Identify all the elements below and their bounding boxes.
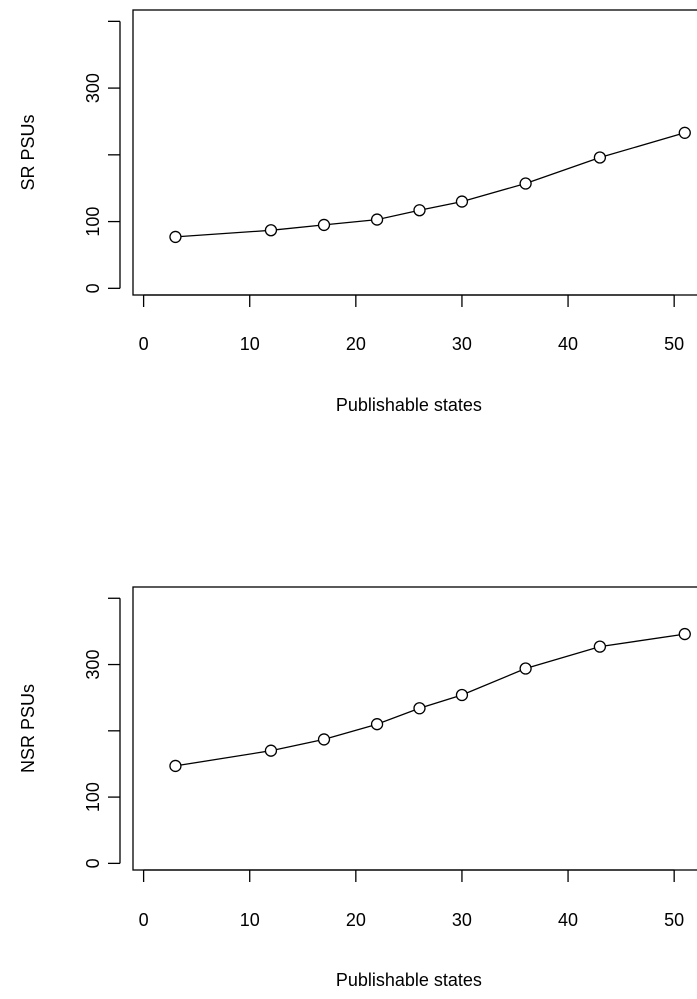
nsr-data-point <box>264 744 278 757</box>
nsr-data-point <box>317 733 331 746</box>
sr-x-tick-label: 50 <box>664 334 684 354</box>
nsr-data-point <box>370 718 384 731</box>
nsr-data-point <box>678 627 691 641</box>
sr-y-axis-title: SR PSUs <box>18 114 38 190</box>
nsr-y-tick-label: 0 <box>83 858 103 868</box>
nsr-y-axis-title: NSR PSUs <box>18 684 38 773</box>
sr-x-tick-label: 0 <box>139 334 149 354</box>
sr-psus-panel: 0 10 20 30 40 50 0 100 300 Publishable states SR P… <box>18 9 697 415</box>
sr-x-tick-label: 20 <box>346 334 366 354</box>
nsr-x-tick-label: 0 <box>139 910 149 930</box>
sr-x-tick-label: 40 <box>558 334 578 354</box>
sr-y-tick-label: 300 <box>83 73 103 103</box>
sr-y-tick-label: 0 <box>83 283 103 293</box>
nsr-data-point <box>413 702 426 715</box>
sr-data-point <box>370 213 384 226</box>
nsr-data-point <box>169 759 182 773</box>
nsr-x-tick-label: 10 <box>240 910 260 930</box>
nsr-series-line <box>175 633 685 767</box>
nsr-data-point <box>593 640 607 653</box>
nsr-x-tick-label: 20 <box>346 910 366 930</box>
nsr-y-tick-label: 100 <box>83 782 103 812</box>
sr-x-tick-label: 30 <box>452 334 472 354</box>
nsr-x-tick-label: 40 <box>558 910 578 930</box>
sr-series-line <box>175 132 685 238</box>
nsr-x-tick-label: 30 <box>452 910 472 930</box>
nsr-y-tick-label: 300 <box>83 650 103 680</box>
nsr-plot-frame <box>132 586 697 871</box>
sr-data-point <box>678 126 691 139</box>
sr-x-axis-title: Publishable states <box>336 395 482 415</box>
nsr-x-tick-label: 50 <box>664 910 684 930</box>
nsr-x-axis-title: Publishable states <box>336 970 482 990</box>
sr-plot-frame <box>132 9 697 296</box>
sr-data-point <box>519 177 532 190</box>
sr-data-point <box>455 195 469 208</box>
nsr-data-point <box>455 688 469 702</box>
sr-data-point <box>169 230 182 244</box>
nsr-data-point <box>519 662 532 675</box>
sr-x-tick-label: 10 <box>240 334 260 354</box>
sr-y-tick-label: 100 <box>83 207 103 237</box>
sr-data-point <box>317 218 331 232</box>
sr-data-point <box>593 151 607 164</box>
sr-data-point <box>264 224 278 237</box>
sr-data-point <box>413 204 426 217</box>
nsr-psus-panel: 0 10 20 30 40 50 0 100 300 Publishable states NSR … <box>18 586 697 990</box>
